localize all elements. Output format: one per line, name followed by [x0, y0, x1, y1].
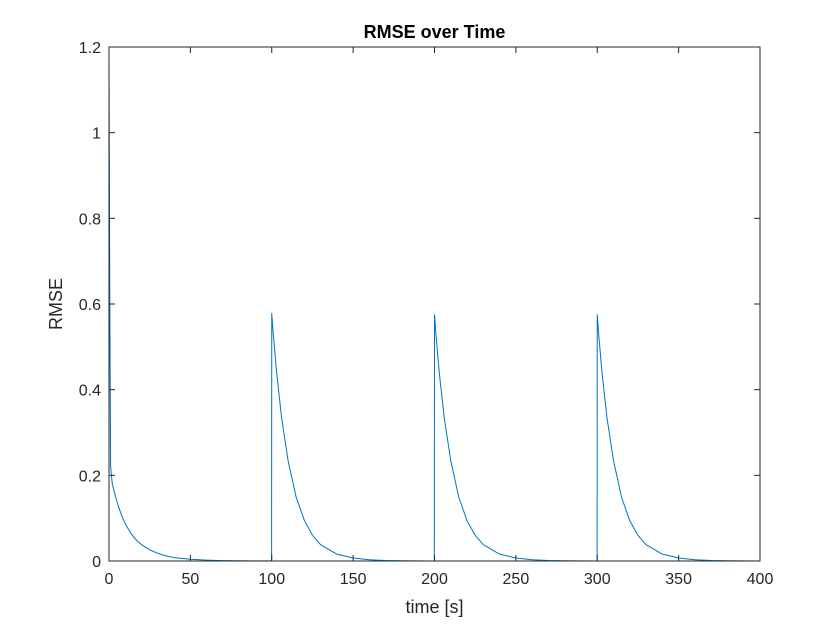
x-tick-label: 250	[503, 571, 530, 588]
y-tick-label: 1.2	[79, 40, 101, 57]
x-tick-label: 0	[105, 571, 114, 588]
x-tick-label: 400	[747, 571, 774, 588]
chart-title: RMSE over Time	[364, 22, 506, 42]
y-tick-label: 0.2	[79, 468, 101, 485]
y-tick-label: 1	[92, 126, 101, 143]
y-tick-label: 0.6	[79, 297, 101, 314]
ticks-layer: 0 50 100 150 200 250 300 350 400 0 0.2 0.4 0.6 0.8 1 1.…	[79, 40, 774, 588]
x-tick-label: 100	[258, 571, 285, 588]
axes-box	[108, 46, 761, 562]
y-tick-label: 0.8	[79, 211, 101, 228]
x-axis-label: time [s]	[405, 597, 463, 617]
x-tick-label: 350	[665, 571, 692, 588]
y-tick-label: 0	[92, 554, 101, 571]
x-tick-label: 300	[584, 571, 611, 588]
x-tick-label: 50	[181, 571, 199, 588]
x-tick-label: 200	[421, 571, 448, 588]
y-tick-label: 0.4	[79, 383, 101, 400]
y-axis-label: RMSE	[46, 278, 66, 330]
x-tick-label: 150	[340, 571, 367, 588]
